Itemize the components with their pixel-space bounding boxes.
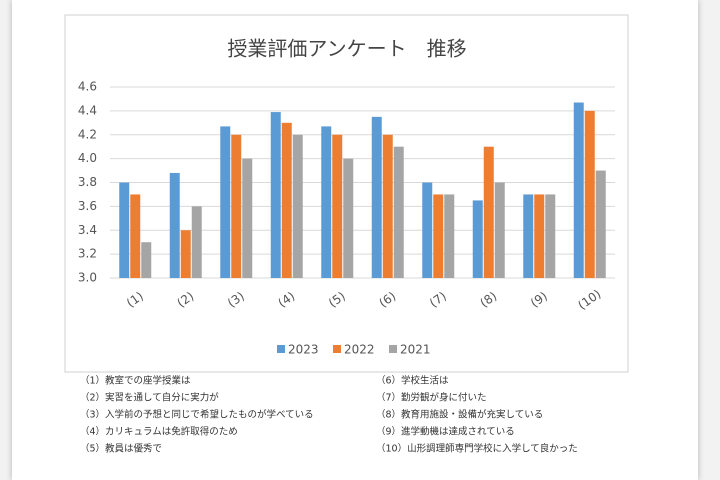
- note: （6）学校生活は: [376, 375, 449, 387]
- y-tick-label: 3.0: [78, 271, 97, 285]
- bar: [393, 146, 404, 278]
- y-tick-label: 3.2: [78, 247, 97, 261]
- bar: [292, 134, 303, 278]
- bar: [231, 134, 242, 278]
- bar: [422, 182, 433, 278]
- bar: [281, 122, 292, 278]
- y-tick-label: 4.4: [78, 103, 97, 117]
- legend-label: 2023: [288, 343, 319, 357]
- legend-swatch: [389, 345, 397, 353]
- y-tick-label: 3.8: [78, 175, 97, 189]
- bar: [332, 134, 343, 278]
- note: （8）教育用施設・設備が充実している: [376, 409, 543, 421]
- note: （4）カリキュラムは免許取得のため: [80, 426, 238, 438]
- bar: [523, 194, 534, 278]
- legend-label: 2022: [344, 343, 375, 357]
- bar: [180, 230, 191, 278]
- note: （7）勤労観が身に付いた: [376, 392, 487, 404]
- note: （5）教員は優秀で: [80, 443, 162, 455]
- y-tick-label: 4.2: [78, 127, 97, 141]
- bar: [119, 182, 130, 278]
- bar: [573, 102, 584, 278]
- bar: [191, 206, 202, 278]
- note: （9）進学動機は達成されている: [376, 426, 515, 438]
- bar: [433, 194, 444, 278]
- bar: [595, 170, 606, 278]
- bar: [483, 146, 494, 278]
- legend-label: 2021: [400, 343, 431, 357]
- note: （2）実習を通して自分に実力が: [80, 392, 219, 404]
- bar: [141, 242, 152, 278]
- bar: [494, 182, 505, 278]
- bar: [534, 194, 545, 278]
- bar: [321, 126, 332, 278]
- bar: [371, 116, 382, 278]
- y-tick-label: 4.6: [78, 80, 97, 94]
- bar: [169, 172, 180, 278]
- bar: [270, 112, 281, 278]
- bar: [472, 200, 483, 278]
- note: （10）山形調理師専門学校に入学して良かった: [376, 443, 578, 455]
- bar: [343, 158, 354, 278]
- y-tick-label: 3.4: [78, 223, 97, 237]
- bar: [584, 110, 595, 278]
- chart-title: 授業評価アンケート 推移: [227, 37, 466, 61]
- bar: [220, 126, 231, 278]
- bar: [444, 194, 455, 278]
- note: （3）入学前の予想と同じで希望したものが学べている: [80, 409, 314, 421]
- legend-swatch: [333, 345, 341, 353]
- y-tick-label: 4.0: [78, 151, 97, 165]
- y-tick-label: 3.6: [78, 199, 97, 213]
- bar: [130, 194, 141, 278]
- bar: [545, 194, 556, 278]
- legend-swatch: [277, 345, 285, 353]
- bar: [382, 134, 393, 278]
- note: （1）教室での座学授業は: [80, 375, 191, 387]
- bar: [242, 158, 253, 278]
